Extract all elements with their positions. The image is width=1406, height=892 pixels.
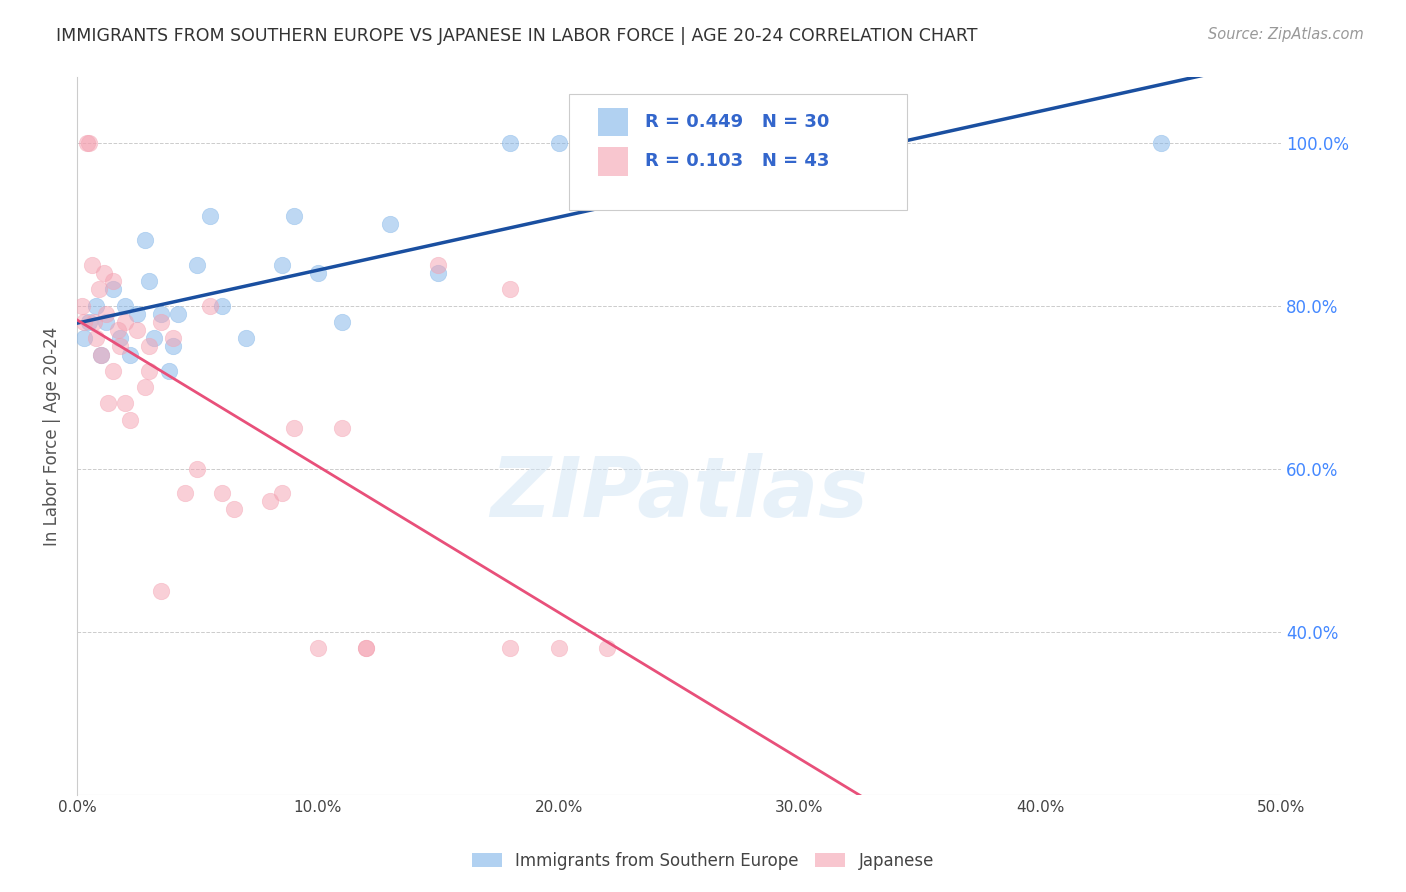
Point bbox=[138, 364, 160, 378]
Point bbox=[103, 282, 125, 296]
Legend: Immigrants from Southern Europe, Japanese: Immigrants from Southern Europe, Japanes… bbox=[467, 847, 939, 875]
Point bbox=[120, 413, 142, 427]
Point bbox=[73, 331, 96, 345]
Point bbox=[86, 331, 108, 345]
Point bbox=[143, 331, 166, 345]
Point bbox=[211, 299, 233, 313]
Point bbox=[94, 315, 117, 329]
Point bbox=[198, 299, 221, 313]
Point bbox=[114, 315, 136, 329]
Point bbox=[186, 258, 208, 272]
Point bbox=[330, 421, 353, 435]
Point bbox=[150, 315, 173, 329]
Point bbox=[80, 258, 103, 272]
Point bbox=[83, 315, 105, 329]
Point bbox=[87, 282, 110, 296]
Point bbox=[270, 258, 292, 272]
Point bbox=[127, 307, 149, 321]
Point bbox=[547, 136, 569, 150]
Point bbox=[162, 331, 184, 345]
Point bbox=[1149, 136, 1171, 150]
Point bbox=[90, 347, 112, 361]
Point bbox=[107, 323, 129, 337]
Point bbox=[222, 502, 245, 516]
Point bbox=[134, 380, 156, 394]
Point bbox=[198, 209, 221, 223]
Point bbox=[235, 331, 257, 345]
Point bbox=[354, 640, 377, 655]
Point bbox=[499, 136, 522, 150]
Point bbox=[77, 315, 100, 329]
Point bbox=[499, 640, 522, 655]
Point bbox=[211, 486, 233, 500]
Point bbox=[127, 323, 149, 337]
Point bbox=[186, 461, 208, 475]
Text: ZIPatlas: ZIPatlas bbox=[491, 453, 868, 534]
Point bbox=[73, 315, 96, 329]
Text: R = 0.449   N = 30: R = 0.449 N = 30 bbox=[645, 113, 830, 131]
Point bbox=[499, 282, 522, 296]
Point bbox=[354, 640, 377, 655]
Point bbox=[138, 274, 160, 288]
Point bbox=[307, 266, 329, 280]
Point bbox=[120, 347, 142, 361]
Point bbox=[114, 396, 136, 410]
Point bbox=[97, 396, 120, 410]
Text: Source: ZipAtlas.com: Source: ZipAtlas.com bbox=[1208, 27, 1364, 42]
Point bbox=[90, 347, 112, 361]
Text: R = 0.103   N = 43: R = 0.103 N = 43 bbox=[645, 153, 830, 170]
Point bbox=[283, 421, 305, 435]
Point bbox=[103, 274, 125, 288]
Point bbox=[77, 136, 100, 150]
Point bbox=[596, 640, 619, 655]
Point bbox=[162, 339, 184, 353]
Point bbox=[70, 299, 93, 313]
Text: IMMIGRANTS FROM SOUTHERN EUROPE VS JAPANESE IN LABOR FORCE | AGE 20-24 CORRELATI: IMMIGRANTS FROM SOUTHERN EUROPE VS JAPAN… bbox=[56, 27, 977, 45]
Point bbox=[427, 266, 450, 280]
Y-axis label: In Labor Force | Age 20-24: In Labor Force | Age 20-24 bbox=[44, 326, 60, 546]
Point bbox=[167, 307, 190, 321]
Point bbox=[283, 209, 305, 223]
Point bbox=[174, 486, 197, 500]
Point bbox=[157, 364, 180, 378]
Point bbox=[259, 494, 281, 508]
Point bbox=[114, 299, 136, 313]
Point bbox=[150, 583, 173, 598]
Point bbox=[110, 331, 132, 345]
Point bbox=[134, 234, 156, 248]
Point bbox=[307, 640, 329, 655]
Point bbox=[93, 266, 115, 280]
Point bbox=[138, 339, 160, 353]
Point bbox=[427, 258, 450, 272]
Point bbox=[94, 307, 117, 321]
Point bbox=[270, 486, 292, 500]
Point bbox=[86, 299, 108, 313]
Point bbox=[110, 339, 132, 353]
Point bbox=[76, 136, 98, 150]
Point bbox=[547, 640, 569, 655]
Point bbox=[103, 364, 125, 378]
Point bbox=[150, 307, 173, 321]
Point bbox=[378, 217, 401, 231]
Point bbox=[330, 315, 353, 329]
